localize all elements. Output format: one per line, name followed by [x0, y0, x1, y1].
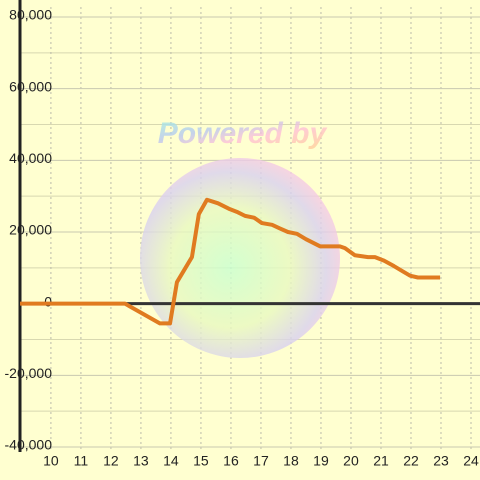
x-tick-label: 13 [133, 453, 149, 469]
y-tick-label: 80,000 [9, 7, 52, 23]
x-tick-label: 24 [463, 453, 479, 469]
x-tick-label: 21 [373, 453, 389, 469]
x-tick-label: 17 [253, 453, 269, 469]
y-tick-label: -20,000 [5, 365, 53, 381]
x-tick-label: 23 [433, 453, 449, 469]
watermark-logo [140, 158, 340, 358]
x-tick-label: 12 [103, 453, 119, 469]
x-tick-label: 14 [163, 453, 179, 469]
x-tick-label: 15 [193, 453, 209, 469]
x-tick-label: 22 [403, 453, 419, 469]
x-tick-label: 19 [313, 453, 329, 469]
y-tick-label: 0 [44, 293, 52, 309]
x-tick-label: 16 [223, 453, 239, 469]
y-tick-label: 20,000 [9, 222, 52, 238]
y-tick-label: 40,000 [9, 150, 52, 166]
data-line [20, 197, 441, 326]
plot: -40,000 -20,000 0 20,000 40,000 60,000 80,000 1… [5, 0, 480, 469]
x-tick-label: 11 [74, 453, 89, 469]
x-tick-label: 18 [283, 453, 299, 469]
y-tick-label: -40,000 [5, 437, 53, 453]
x-tick-label: 20 [343, 453, 359, 469]
x-tick-label: 10 [43, 453, 59, 469]
y-tick-label: 60,000 [9, 78, 52, 94]
watermark-text: Powered by [158, 117, 328, 150]
